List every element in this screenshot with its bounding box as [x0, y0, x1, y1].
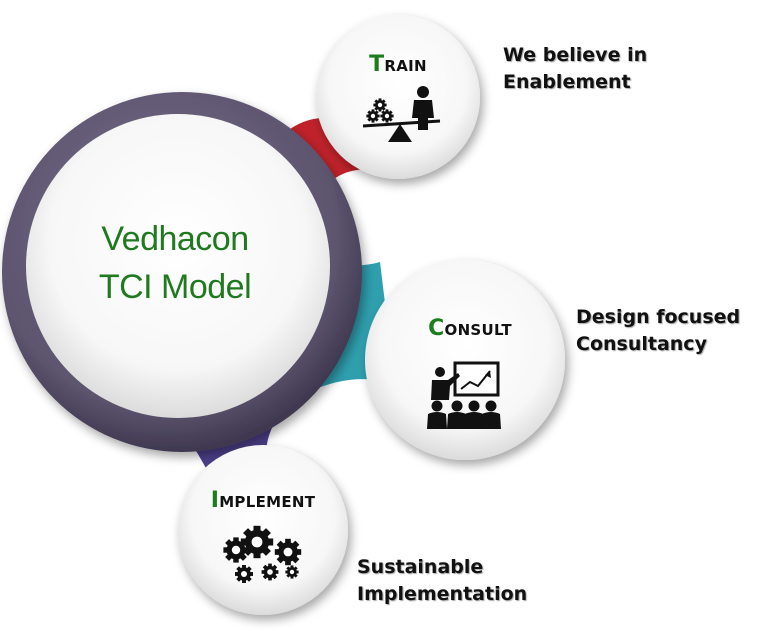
center-title-line2: TCI Model: [98, 268, 252, 306]
implement-disc: [178, 445, 348, 615]
consult-caption-line1: Design focused: [576, 306, 741, 328]
consult-disc: [365, 260, 565, 460]
train-caption: We believe in Enablement: [503, 42, 647, 96]
implement-caption: Sustainable Implementation: [357, 554, 527, 608]
train-disc: [316, 15, 480, 179]
consult-caption-line2: Consultancy: [576, 333, 707, 355]
person-icon: [412, 86, 434, 130]
train-title: Train: [348, 52, 448, 77]
consult-title-initial: C: [428, 316, 445, 341]
center-disc: [2, 92, 362, 452]
train-title-rest: rain: [384, 57, 427, 75]
center-title-line1: Vedhacon: [101, 220, 249, 258]
implement-caption-line1: Sustainable: [357, 556, 484, 578]
implement-title: Implement: [193, 488, 333, 513]
train-title-initial: T: [369, 52, 385, 77]
implement-title-rest: mplement: [219, 493, 316, 511]
implement-title-initial: I: [210, 488, 220, 513]
consult-title-rest: onsult: [444, 321, 512, 339]
presentation-icon: [427, 361, 501, 429]
consult-caption: Design focused Consultancy: [576, 304, 740, 358]
implement-caption-line2: Implementation: [357, 583, 528, 605]
train-caption-line1: We believe in: [503, 44, 648, 66]
train-caption-line2: Enablement: [503, 71, 631, 93]
consult-title: Consult: [405, 316, 535, 341]
